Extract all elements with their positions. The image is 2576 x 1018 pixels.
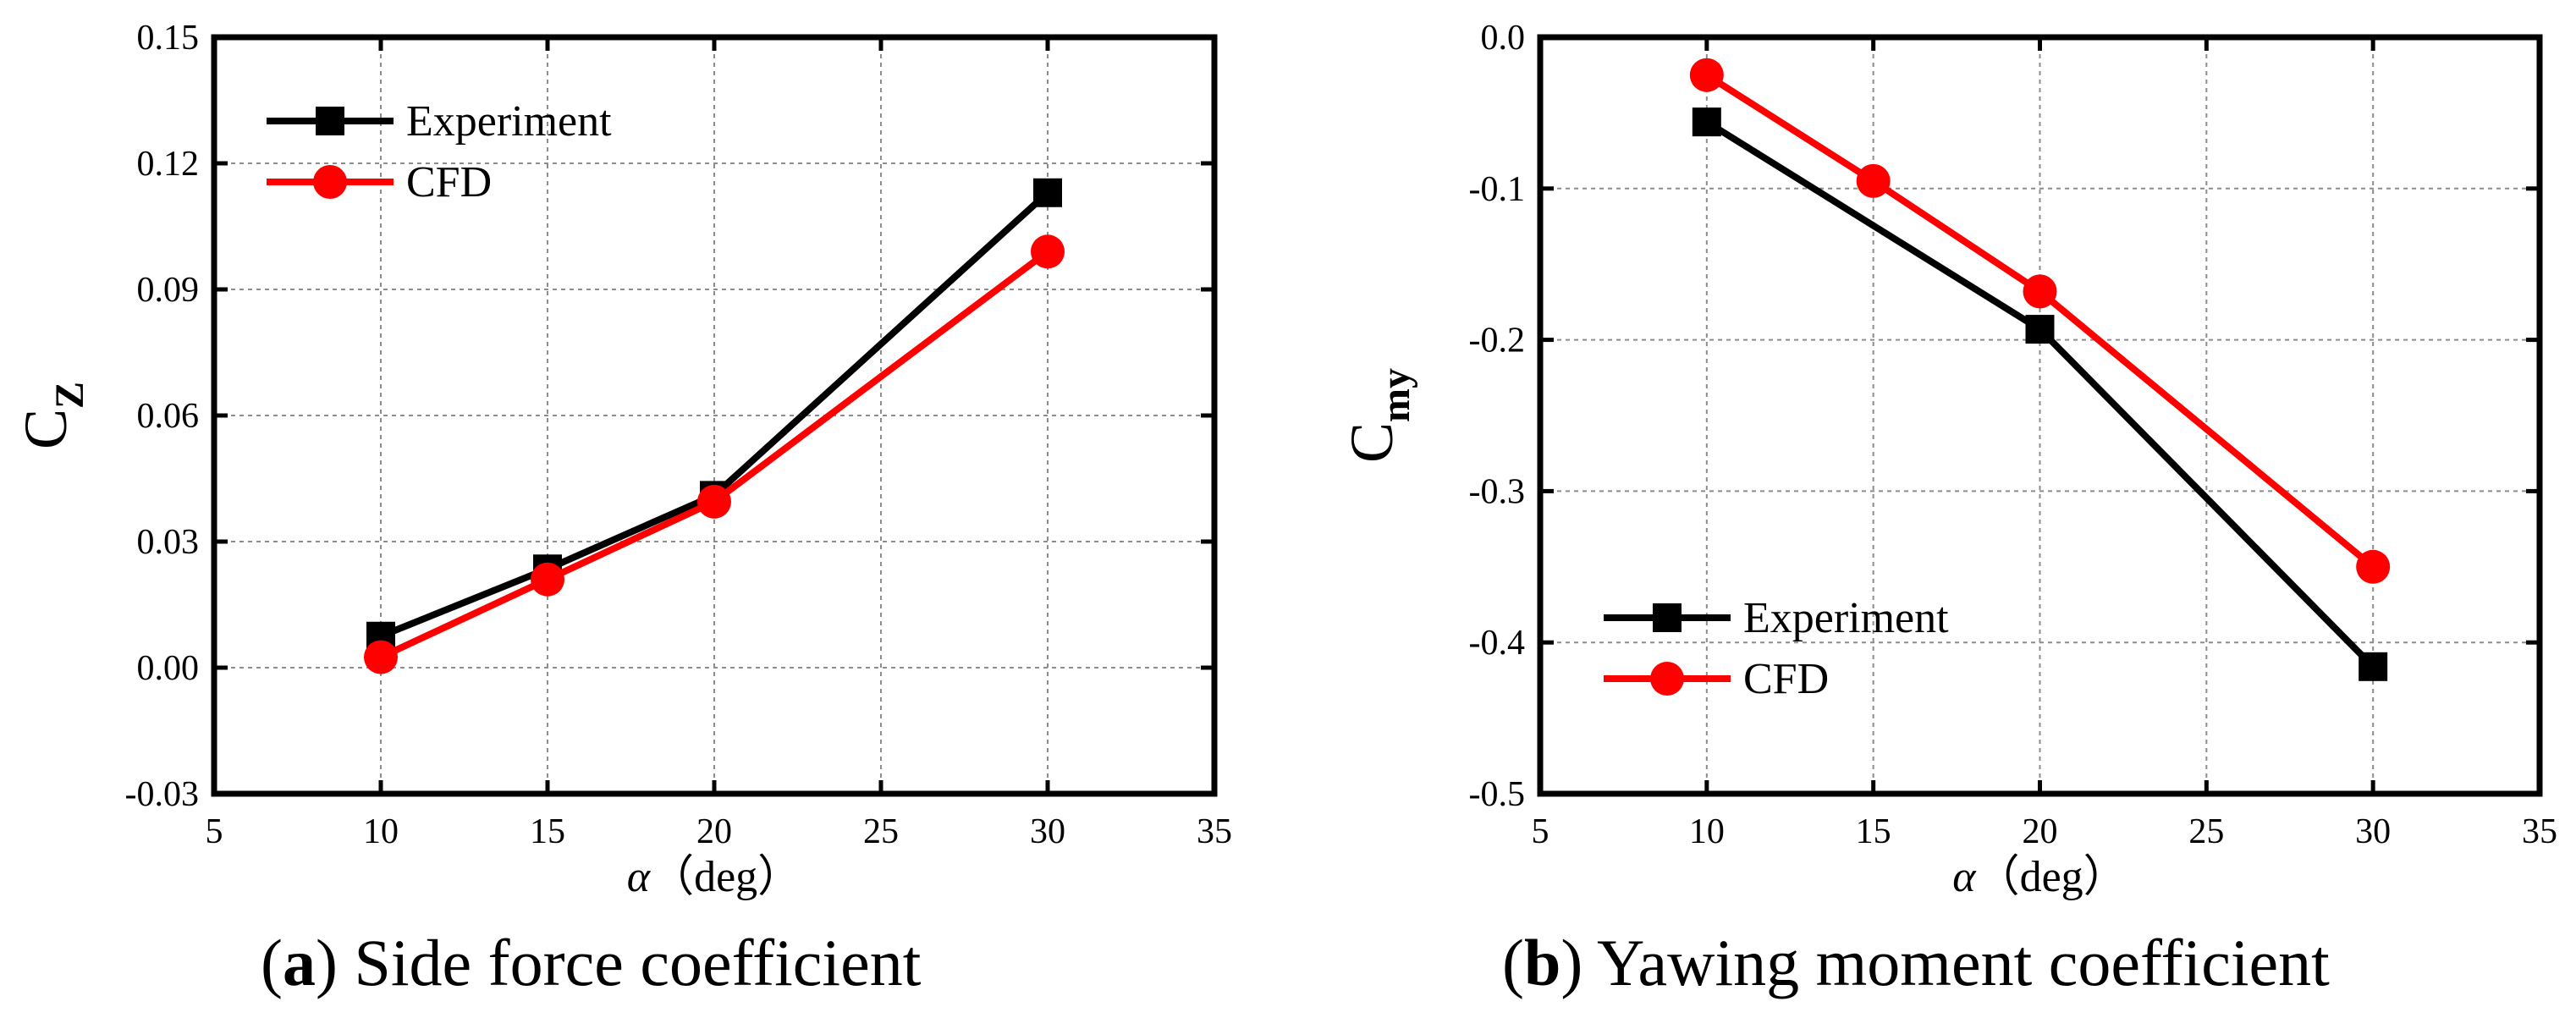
data-point-experiment <box>1033 178 1062 207</box>
data-point-experiment <box>1692 107 1721 137</box>
panel-a-title: Side force coefficient <box>354 926 922 999</box>
x-tick-label: 15 <box>530 812 565 851</box>
legend-label-experiment: Experiment <box>1743 594 1949 642</box>
y-axis-subscript: Z <box>47 382 92 409</box>
x-axis-symbol: α <box>1952 853 1977 901</box>
legend: Experiment CFD <box>1604 594 1949 703</box>
y-tick-label: -0.5 <box>1469 775 1526 814</box>
x-tick-label: 35 <box>1197 812 1232 851</box>
series-line-cfd <box>1704 72 2375 570</box>
chart-yawing-moment: 5 10 15 20 25 30 35 -0.5 -0.4 -0.3 -0.2 -0.1 0.0 α（de… <box>1338 19 2557 901</box>
legend-marker-cfd <box>1650 662 1684 696</box>
panel-b-label: b <box>1523 926 1561 999</box>
x-tick-label: 5 <box>206 812 223 851</box>
x-tick-label: 35 <box>2522 812 2557 851</box>
x-tick-label: 25 <box>863 812 899 851</box>
series-experiment <box>1692 107 2388 681</box>
legend-label-experiment: Experiment <box>406 97 612 146</box>
data-point-cfd <box>364 640 398 674</box>
y-tick-label: -0.3 <box>1469 472 1526 511</box>
legend-marker-experiment <box>1653 603 1682 632</box>
x-tick-label: 20 <box>696 812 732 851</box>
x-axis-symbol: α <box>627 853 652 901</box>
data-point-cfd <box>531 562 564 597</box>
panel-b-title: Yawing moment coefficient <box>1596 926 2330 999</box>
x-tick-label: 25 <box>2188 812 2224 851</box>
chart-side-force: 5 10 15 20 25 30 35 -0.03 0.00 0.03 0.06 0.09 0.12 0.… <box>12 19 1232 901</box>
x-axis-unit: （deg） <box>650 853 801 901</box>
y-tick-label: 0.15 <box>137 19 200 58</box>
y-tick-label: -0.2 <box>1469 322 1526 360</box>
y-tick-label: -0.4 <box>1469 624 1526 663</box>
x-tick-label: 15 <box>1856 812 1891 851</box>
legend-label-cfd: CFD <box>406 158 492 206</box>
data-point-cfd <box>2356 549 2391 584</box>
plot-frame <box>1537 34 2543 797</box>
data-point-cfd <box>697 484 731 519</box>
data-point-cfd <box>2023 274 2057 309</box>
x-tick-label: 10 <box>1689 812 1725 851</box>
y-tick-label: 0.06 <box>137 397 200 436</box>
grid <box>214 37 1214 794</box>
y-tick-label: 0.0 <box>1481 19 1526 58</box>
x-tick-label: 30 <box>1030 812 1065 851</box>
x-tick-label: 10 <box>363 812 399 851</box>
y-axis-subscript: my <box>1373 368 1418 422</box>
panel-b-caption: (b) Yawing moment coefficient <box>1502 926 2330 999</box>
x-tick-label: 5 <box>1532 812 1549 851</box>
legend: Experiment CFD <box>267 97 612 206</box>
y-tick-label: 0.12 <box>137 145 200 184</box>
panel-a-caption: (a) Side force coefficient <box>261 926 922 999</box>
y-tick-label: 0.00 <box>137 649 200 688</box>
y-axis-symbol: C <box>12 409 80 449</box>
legend-label-cfd: CFD <box>1743 655 1829 703</box>
plot-frame <box>211 34 1218 797</box>
series-line-experiment <box>379 190 1050 640</box>
y-tick-label: -0.1 <box>1469 170 1526 209</box>
y-axis-label: Cmy <box>1338 368 1418 463</box>
x-tick-label: 30 <box>2355 812 2391 851</box>
data-point-cfd <box>1689 58 1724 92</box>
series-cfd <box>1689 58 2391 584</box>
series-cfd <box>364 234 1065 674</box>
data-point-cfd <box>1031 234 1065 269</box>
y-axis-symbol: C <box>1338 422 1406 463</box>
y-axis-label: CZ <box>12 382 92 449</box>
panel-a-label: a <box>282 926 316 999</box>
x-tick-label: 20 <box>2023 812 2058 851</box>
y-tick-label: 0.09 <box>137 271 200 310</box>
y-tick-label: 0.03 <box>137 523 200 562</box>
data-point-cfd <box>1856 163 1891 198</box>
x-axis-label: α（deg） <box>627 853 801 901</box>
legend-marker-cfd <box>313 165 347 199</box>
x-axis-label: α（deg） <box>1952 853 2127 901</box>
legend-marker-experiment <box>316 107 344 135</box>
series-line-cfd <box>379 249 1050 661</box>
y-tick-label: -0.03 <box>125 775 200 814</box>
data-point-experiment <box>2359 652 2388 681</box>
data-point-experiment <box>2025 315 2055 344</box>
x-axis-unit: （deg） <box>1976 853 2127 901</box>
